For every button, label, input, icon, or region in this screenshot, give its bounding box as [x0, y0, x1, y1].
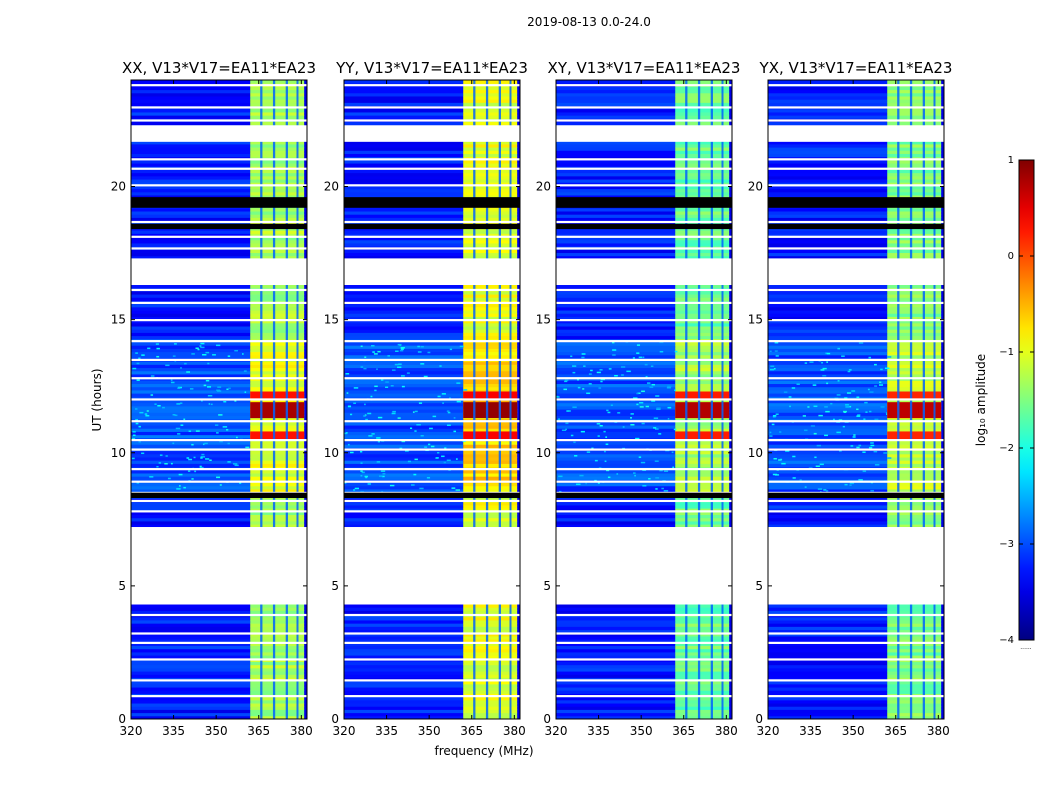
colorbar-tick-label: 0	[1008, 251, 1014, 262]
panel-frame	[555, 79, 733, 720]
y-tick-label: 15	[111, 313, 126, 327]
panel-yx: YX, V13*V17=EA11*EA23 320 335 350 365 380 0 5 10…	[748, 59, 953, 738]
x-tick-label: 320	[757, 724, 780, 738]
y-tick-label: 5	[755, 579, 763, 593]
y-tick-label: 20	[748, 180, 763, 194]
y-tick-label: 5	[543, 579, 551, 593]
panel-title: XX, V13*V17=EA11*EA23	[122, 59, 316, 77]
x-axis-label: frequency (MHz)	[434, 744, 533, 758]
panel-frame	[130, 79, 308, 720]
y-tick-label: 20	[324, 180, 339, 194]
y-tick-label: 15	[748, 313, 763, 327]
x-tick-label: 335	[799, 724, 822, 738]
y-tick-label: 0	[118, 712, 126, 726]
colorbar-tick-label: −3	[999, 539, 1014, 550]
y-tick-label: 10	[536, 446, 551, 460]
y-axis-label: UT (hours)	[90, 368, 104, 431]
x-tick-label: 320	[120, 724, 143, 738]
y-tick-label: 20	[536, 180, 551, 194]
x-tick-label: 380	[503, 724, 526, 738]
y-tick-label: 15	[324, 313, 339, 327]
x-tick-label: 320	[545, 724, 568, 738]
panel-title: YY, V13*V17=EA11*EA23	[335, 59, 528, 77]
x-tick-label: 365	[247, 724, 270, 738]
y-tick-label: 0	[543, 712, 551, 726]
spectrogram-image	[556, 80, 732, 719]
x-tick-label: 365	[884, 724, 907, 738]
y-tick-label: 10	[748, 446, 763, 460]
spectrogram-image	[768, 80, 944, 719]
colorbar-note: ......	[1020, 644, 1032, 651]
colorbar: 1 0 −1 −2 −3 −4	[999, 155, 1035, 646]
colorbar-tick-label: −4	[999, 635, 1014, 646]
y-tick-label: 15	[536, 313, 551, 327]
x-tick-label: 365	[460, 724, 483, 738]
y-tick-label: 10	[324, 446, 339, 460]
x-tick-label: 350	[842, 724, 865, 738]
spectrogram-image	[344, 80, 520, 719]
y-tick-label: 20	[111, 180, 126, 194]
panel-xx: XX, V13*V17=EA11*EA23 320 335 350 365 380 0 5 10…	[111, 59, 316, 738]
y-tick-label: 5	[118, 579, 126, 593]
x-tick-label: 335	[375, 724, 398, 738]
x-tick-label: 350	[205, 724, 228, 738]
x-tick-label: 335	[162, 724, 185, 738]
x-tick-label: 320	[333, 724, 356, 738]
x-tick-label: 380	[290, 724, 313, 738]
panel-yy: YY, V13*V17=EA11*EA23 320 335 350 365 380 0 5 10…	[324, 59, 528, 738]
x-tick-label: 350	[630, 724, 653, 738]
x-tick-label: 350	[418, 724, 441, 738]
panel-frame	[343, 79, 521, 720]
panel-title: YX, V13*V17=EA11*EA23	[759, 59, 953, 77]
y-tick-label: 10	[111, 446, 126, 460]
spectrogram-image	[131, 80, 307, 719]
y-tick-label: 0	[755, 712, 763, 726]
panel-frame	[767, 79, 945, 720]
x-tick-label: 380	[927, 724, 950, 738]
x-tick-label: 380	[715, 724, 738, 738]
x-tick-label: 365	[672, 724, 695, 738]
panel-title: XY, V13*V17=EA11*EA23	[548, 59, 741, 77]
panels-group: XX, V13*V17=EA11*EA23 320 335 350 365 380 0 5 10…	[111, 59, 953, 738]
colorbar-label: log₁₀ amplitude	[974, 354, 988, 446]
x-tick-label: 335	[587, 724, 610, 738]
panel-xy: XY, V13*V17=EA11*EA23 320 335 350 365 380 0 5 10…	[536, 59, 741, 738]
colorbar-tick-label: −1	[999, 347, 1014, 358]
colorbar-tick-label: 1	[1008, 155, 1014, 166]
colorbar-tick-label: −2	[999, 443, 1014, 454]
y-tick-label: 0	[331, 712, 339, 726]
colorbar-gradient	[1018, 159, 1035, 641]
figure-title: 2019-08-13 0.0-24.0	[527, 15, 651, 29]
y-tick-label: 5	[331, 579, 339, 593]
